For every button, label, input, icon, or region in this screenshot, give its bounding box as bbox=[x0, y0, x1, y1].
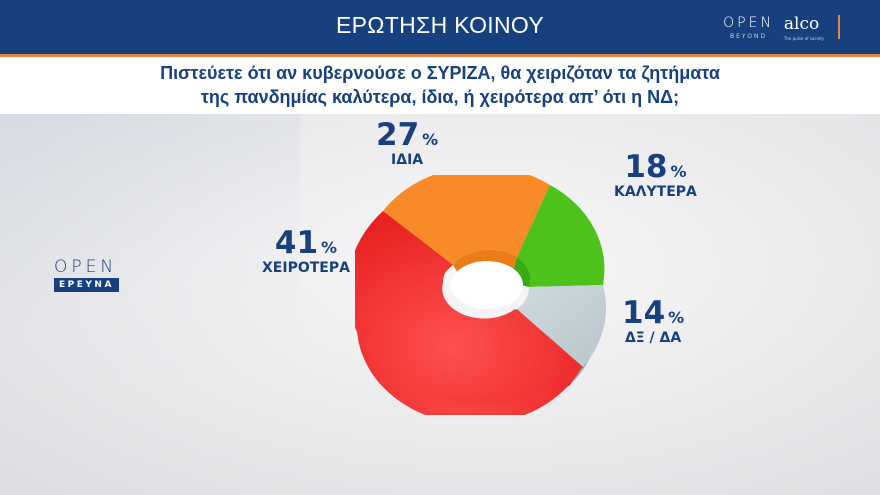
hole-wall-green bbox=[513, 257, 531, 287]
accent-bar bbox=[838, 15, 840, 39]
value-same: 27 bbox=[376, 117, 420, 153]
label-worse: 41% ΧΕΙΡΟΤΕΡΑ bbox=[262, 226, 350, 276]
category-better: ΚΑΛΥΤΕΡΑ bbox=[614, 184, 697, 200]
value-dk: 14 bbox=[622, 295, 666, 331]
slice-worse-main bbox=[355, 211, 583, 405]
open-ereuna-word: OPEN bbox=[54, 257, 118, 277]
percent-sign: % bbox=[321, 238, 338, 257]
donut-hole bbox=[451, 261, 523, 309]
category-same: ΙΔΙΑ bbox=[391, 152, 424, 168]
open-ereuna-logo: OPEN ΕΡΕΥΝΑ bbox=[54, 258, 119, 292]
alco-tagline: The pulse of society bbox=[783, 36, 824, 41]
question-line-2: της πανδημίας καλύτερα, ίδια, ή χειρότερ… bbox=[200, 87, 680, 107]
beyond-logo-word: BEYOND bbox=[729, 33, 768, 40]
percent-sign: % bbox=[422, 130, 439, 149]
question-text: Πιστεύετε ότι αν κυβερνούσε ο ΣΥΡΙΖΑ, θα… bbox=[0, 61, 880, 109]
label-dk: 14% ΔΞ / ΔΑ bbox=[622, 296, 684, 346]
logos: OPEN BEYOND alco The pulse of society bbox=[723, 15, 840, 41]
percent-sign: % bbox=[670, 162, 687, 181]
header-accent-stripe bbox=[0, 54, 880, 57]
background-decoration bbox=[0, 114, 300, 374]
value-worse: 41 bbox=[274, 225, 319, 261]
slice-dk bbox=[517, 285, 607, 367]
slice-same bbox=[383, 175, 550, 265]
page-title: ΕΡΩΤΗΣΗ ΚΟΙΝΟΥ bbox=[336, 12, 544, 38]
open-beyond-logo: OPEN BEYOND bbox=[723, 15, 774, 40]
question-line-1: Πιστεύετε ότι αν κυβερνούσε ο ΣΥΡΙΖΑ, θα… bbox=[160, 63, 720, 83]
open-logo-word: OPEN bbox=[723, 15, 774, 31]
question-band bbox=[0, 57, 880, 114]
alco-logo-word: alco bbox=[783, 14, 820, 34]
value-better: 18 bbox=[624, 149, 668, 185]
ereuna-badge: ΕΡΕΥΝΑ bbox=[54, 278, 119, 292]
alco-logo: alco The pulse of society bbox=[784, 15, 824, 41]
slice-better bbox=[517, 185, 605, 287]
label-same: 27% ΙΔΙΑ bbox=[376, 118, 438, 168]
header-bar: ΕΡΩΤΗΣΗ ΚΟΙΝΟΥ OPEN BEYOND alco The puls… bbox=[0, 0, 880, 54]
donut-chart bbox=[355, 175, 607, 415]
category-dk: ΔΞ / ΔΑ bbox=[624, 330, 682, 346]
percent-sign: % bbox=[668, 308, 685, 327]
category-worse: ΧΕΙΡΟΤΕΡΑ bbox=[262, 260, 350, 276]
label-better: 18% ΚΑΛΥΤΕΡΑ bbox=[614, 150, 697, 200]
